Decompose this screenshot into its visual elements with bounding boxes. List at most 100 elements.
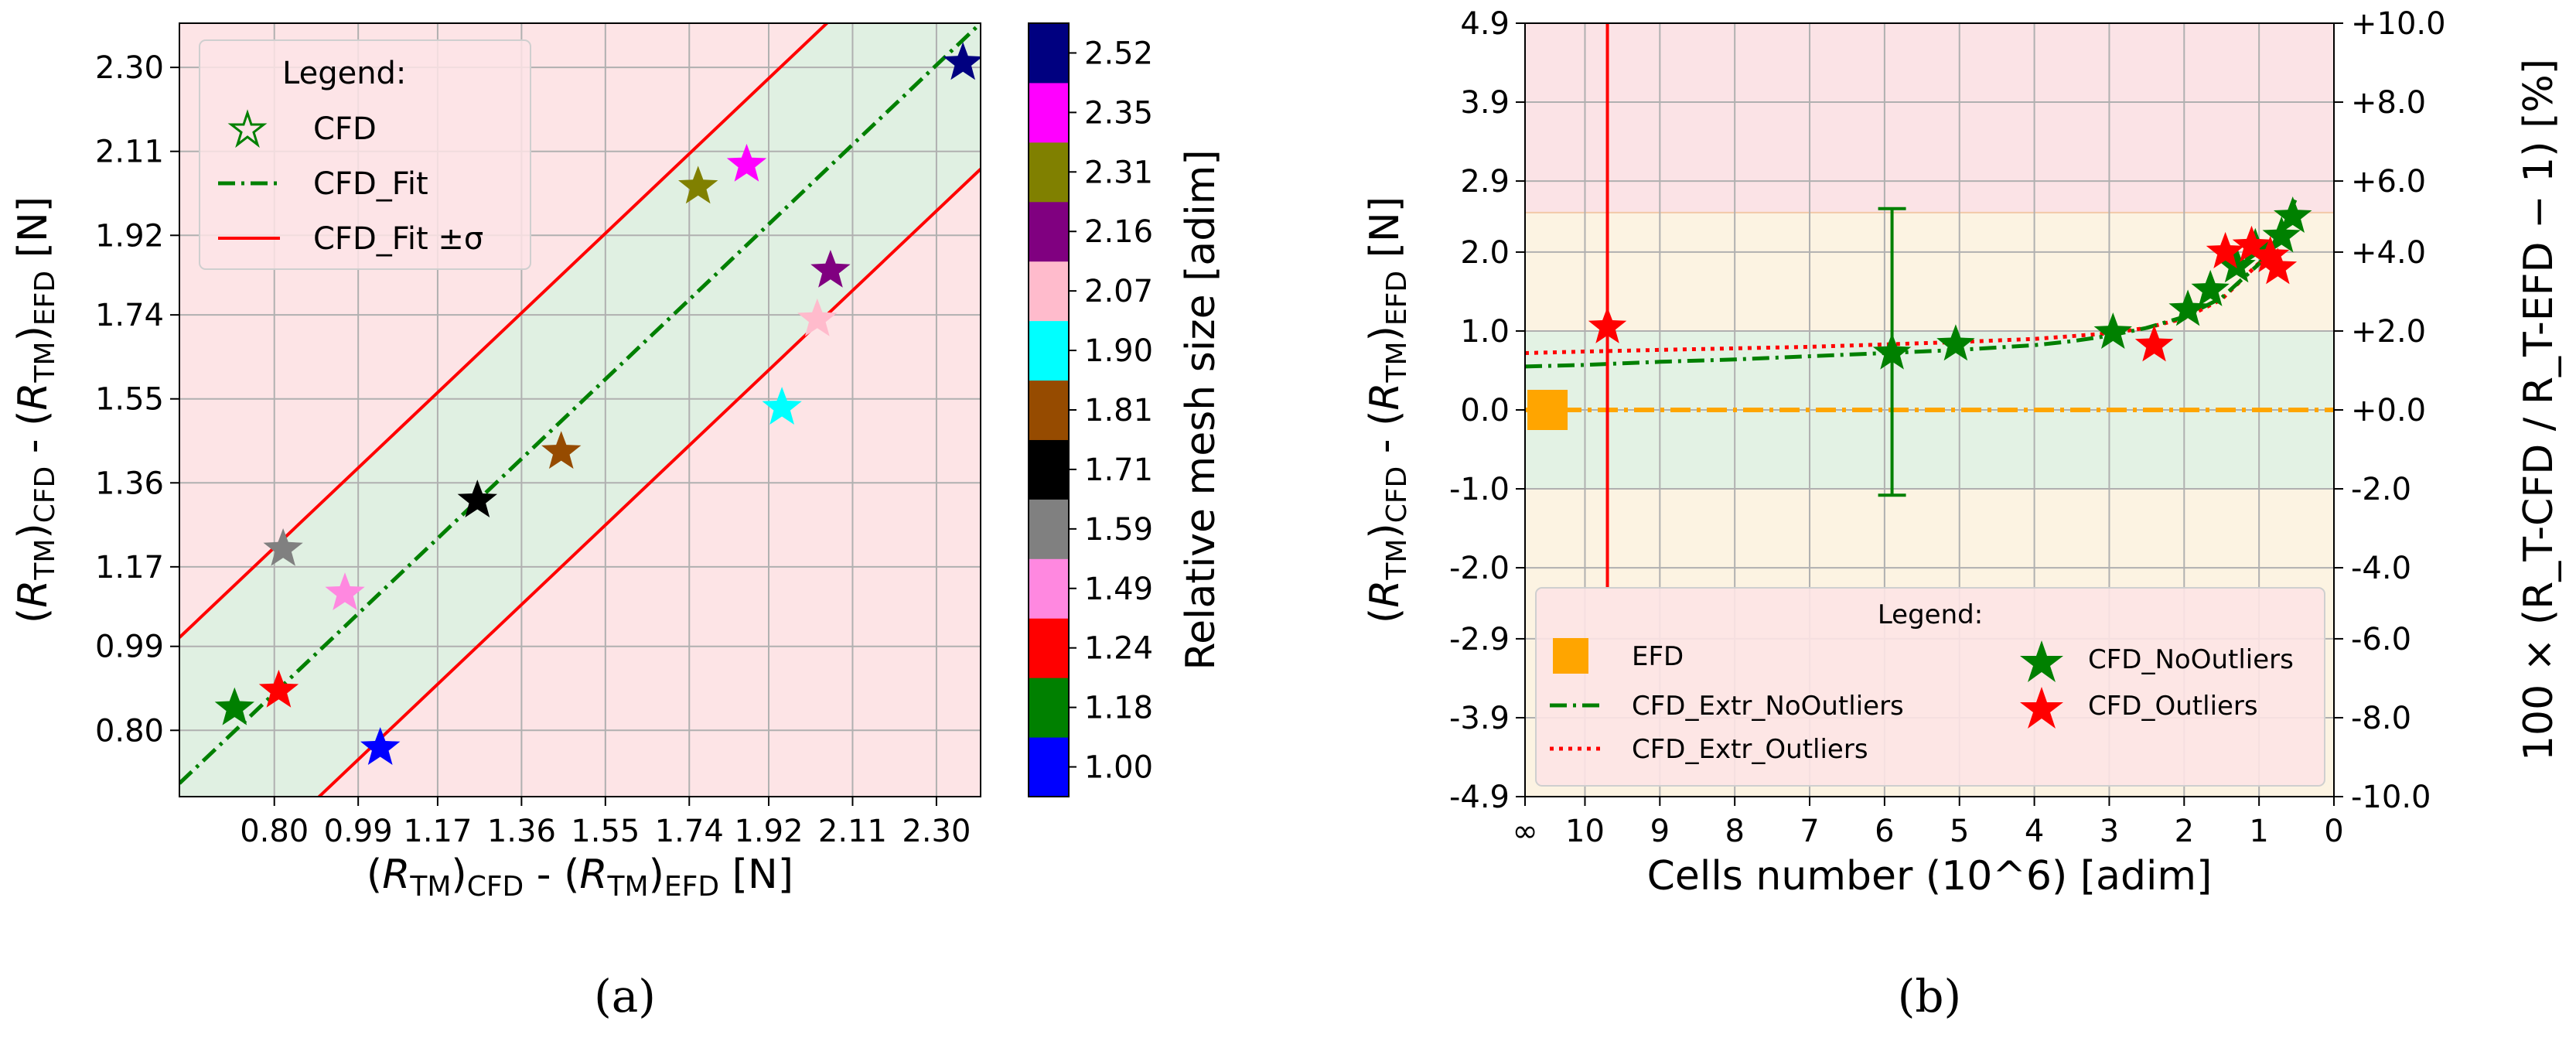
cfd-no-outlier-point bbox=[2093, 312, 2132, 349]
colorbar-segment bbox=[1029, 380, 1069, 440]
y-tick-label: 1.17 bbox=[95, 550, 164, 585]
cfd-point bbox=[810, 250, 851, 288]
x-tick-label: 2.11 bbox=[818, 814, 887, 849]
colorbar-segment bbox=[1029, 82, 1069, 143]
panel-a-xlabel: (RTM)CFD - (RTM)EFD [N] bbox=[367, 852, 793, 903]
colorbar-tick-label: 2.52 bbox=[1084, 36, 1153, 71]
legend-cfd-label: CFD bbox=[313, 111, 377, 147]
y2-tick-label: +10.0 bbox=[2351, 6, 2446, 42]
legend-no-outliers-marker bbox=[2020, 640, 2063, 682]
y-tick-label: 0.99 bbox=[95, 630, 164, 665]
x-tick-label: 1.74 bbox=[655, 814, 724, 849]
panel-a-colorbar: 1.00 1.18 1.24 1.49 1.59 1.71 1.81 1.90 2.07 2.16… bbox=[1028, 22, 1153, 797]
sigma-band bbox=[179, 23, 981, 797]
tolerance-band bbox=[1525, 212, 2334, 331]
y-tick-label: 3.9 bbox=[1460, 85, 1510, 121]
colorbar-frame bbox=[1028, 22, 1070, 797]
cfd-no-outlier-point bbox=[1872, 333, 1912, 370]
x-tick-label: 0 bbox=[2324, 814, 2343, 849]
y2-tick-label: +6.0 bbox=[2351, 164, 2426, 200]
cfd-point bbox=[457, 480, 497, 517]
panel-b-caption: (b) bbox=[1898, 970, 1961, 1022]
cfd-no-outlier-point bbox=[2262, 216, 2301, 253]
cfd-point bbox=[726, 143, 767, 182]
y-tick-label: 2.9 bbox=[1460, 164, 1510, 200]
colorbar-tick-label: 2.31 bbox=[1084, 155, 1153, 190]
y2-tick-label: +4.0 bbox=[2351, 235, 2426, 271]
colorbar-segment bbox=[1029, 618, 1069, 678]
cfd-no-outlier-point bbox=[1936, 324, 1975, 361]
colorbar-label: Relative mesh size [adim] bbox=[1178, 149, 1224, 670]
cfd-point bbox=[214, 687, 254, 725]
y2-tick-label: -8.0 bbox=[2351, 701, 2411, 736]
panel-b-legend: Legend: EFD CFD_Extr_NoOutliers CFD_Extr… bbox=[1535, 587, 2325, 787]
y-tick-label: 0.80 bbox=[95, 713, 164, 749]
x-tick-label: 6 bbox=[1875, 814, 1894, 849]
cfd-fit-line bbox=[179, 23, 981, 785]
y-tick-label: -1.0 bbox=[1449, 472, 1510, 507]
x-tick-label: 1.36 bbox=[487, 814, 556, 849]
y-tick-label: -2.0 bbox=[1449, 551, 1510, 586]
panel-b-xlabel: Cells number (10^6) [adim] bbox=[1647, 853, 2213, 900]
legend-extr-no-outliers-label: CFD_Extr_NoOutliers bbox=[1632, 691, 1904, 722]
colorbar-tick-label: 1.00 bbox=[1084, 750, 1153, 786]
cfd-outlier-point bbox=[2258, 247, 2298, 285]
colorbar-segment bbox=[1029, 558, 1069, 619]
y-tick-label: 1.55 bbox=[95, 382, 164, 418]
panel-a-legend: Legend: CFD CFD_Fit CFD_Fit ±σ bbox=[199, 39, 531, 270]
y2-tick-label: +8.0 bbox=[2351, 85, 2426, 121]
x-tick-label: 1.92 bbox=[734, 814, 803, 849]
fit-plus-sigma-line bbox=[179, 23, 830, 639]
colorbar-tick-label: 1.90 bbox=[1084, 333, 1153, 369]
y-tick-label: 1.74 bbox=[95, 298, 164, 333]
x-tick-label: 10 bbox=[1565, 814, 1605, 849]
panel-b-ylabel: (RTM)CFD - (RTM)EFD [N] bbox=[1362, 196, 1413, 623]
cfd-outlier-point bbox=[1588, 306, 1627, 343]
colorbar-tick-label: 2.16 bbox=[1084, 214, 1153, 250]
cfd-point bbox=[762, 387, 802, 425]
panel-a-ylabel: (RTM)CFD - (RTM)EFD [N] bbox=[10, 196, 61, 623]
y-tick-label: 2.11 bbox=[95, 135, 164, 170]
legend-cfd-marker bbox=[227, 109, 268, 148]
colorbar-tick-label: 2.35 bbox=[1084, 95, 1153, 131]
y2-tick-label: -4.0 bbox=[2351, 551, 2411, 586]
y2-tick-label: +2.0 bbox=[2351, 314, 2426, 350]
cfd-outlier-point bbox=[2134, 325, 2174, 362]
cfd-no-outlier-point bbox=[2274, 196, 2312, 233]
legend-outliers-label: CFD_Outliers bbox=[2088, 691, 2258, 722]
y-tick-label: -4.9 bbox=[1449, 780, 1510, 815]
extr-no-outliers-curve bbox=[1525, 196, 2298, 369]
fit-minus-sigma-line bbox=[316, 168, 981, 797]
legend-cfd-fit-sigma-label: CFD_Fit ±σ bbox=[313, 221, 483, 257]
extr-outliers-curve bbox=[1525, 203, 2298, 355]
colorbar-segment bbox=[1029, 261, 1069, 322]
legend-cfd-fit-label: CFD_Fit bbox=[313, 166, 428, 202]
y-tick-label: 0.0 bbox=[1460, 393, 1510, 428]
cfd-point bbox=[258, 669, 299, 708]
colorbar-tick-label: 1.59 bbox=[1084, 512, 1153, 548]
panel-a-legend-title: Legend: bbox=[282, 56, 406, 91]
legend-efd-marker bbox=[1553, 638, 1588, 674]
colorbar-tick-label: 1.71 bbox=[1084, 452, 1153, 488]
legend-extr-outliers-label: CFD_Extr_Outliers bbox=[1632, 734, 1868, 765]
colorbar-segment bbox=[1029, 320, 1069, 381]
x-tick-label: 3 bbox=[2100, 814, 2119, 849]
y-tick-label: 4.9 bbox=[1460, 6, 1510, 42]
colorbar-tick-label: 1.24 bbox=[1084, 631, 1153, 667]
colorbar-segment bbox=[1029, 23, 1069, 84]
x-tick-label: 2.30 bbox=[902, 814, 971, 849]
y2-tick-label: -10.0 bbox=[2351, 780, 2431, 815]
cfd-point bbox=[263, 528, 303, 566]
y2-tick-label: -6.0 bbox=[2351, 622, 2411, 657]
y-tick-label: 2.30 bbox=[95, 50, 164, 86]
x-tick-label: 4 bbox=[2025, 814, 2044, 849]
panel-a-frame bbox=[179, 22, 981, 797]
legend-efd-label: EFD bbox=[1632, 641, 1684, 672]
panel-a-caption: (a) bbox=[594, 970, 656, 1022]
y-tick-label: 2.0 bbox=[1460, 235, 1510, 271]
cfd-no-outlier-point bbox=[2191, 269, 2230, 306]
y2-tick-label: +0.0 bbox=[2351, 393, 2426, 428]
colorbar-segment bbox=[1029, 737, 1069, 797]
panel-a-legend-box bbox=[199, 39, 531, 270]
